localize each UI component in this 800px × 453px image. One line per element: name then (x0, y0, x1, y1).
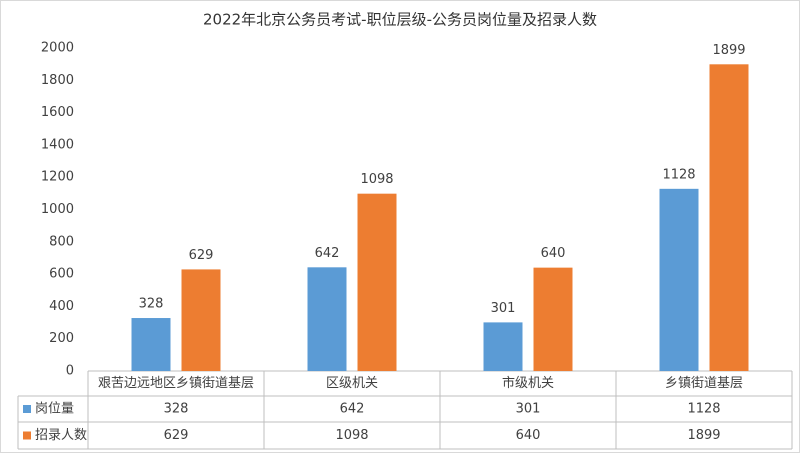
table-value: 1098 (335, 428, 368, 443)
data-label: 1128 (662, 167, 695, 182)
bar (483, 322, 523, 371)
table-value: 1128 (687, 402, 720, 417)
data-label: 1899 (712, 43, 745, 58)
data-label: 1098 (360, 172, 393, 187)
y-tick-label: 1200 (41, 170, 74, 185)
table-value: 301 (516, 402, 541, 417)
table-value: 640 (516, 428, 541, 443)
bar (307, 267, 347, 371)
legend-label: 岗位量 (35, 402, 74, 417)
bar (709, 64, 749, 372)
bar (533, 267, 573, 371)
y-tick-label: 1600 (41, 105, 74, 120)
y-tick-label: 1400 (41, 137, 74, 152)
bar (357, 193, 397, 371)
data-label: 642 (315, 246, 340, 261)
category-label: 区级机关 (326, 376, 378, 391)
legend-swatch (23, 405, 31, 413)
category-label: 乡镇街道基层 (665, 376, 743, 391)
data-label: 301 (491, 301, 516, 316)
y-tick-label: 800 (49, 234, 74, 249)
bar (181, 269, 221, 371)
y-tick-label: 400 (49, 299, 74, 314)
data-label: 640 (541, 246, 566, 261)
y-tick-label: 1800 (41, 73, 74, 88)
table-value: 328 (164, 402, 189, 417)
y-tick-label: 200 (49, 331, 74, 346)
chart-title: 2022年北京公务员考试-职位层级-公务员岗位量及招录人数 (203, 11, 597, 29)
legend-swatch (23, 431, 31, 440)
table-value: 1899 (687, 428, 720, 443)
table-value: 642 (340, 402, 365, 417)
data-label: 328 (139, 297, 164, 312)
category-label: 市级机关 (502, 375, 554, 391)
y-tick-label: 2000 (41, 41, 74, 56)
y-tick-label: 600 (49, 267, 74, 282)
category-label: 艰苦边远地区乡镇街道基层 (98, 375, 254, 391)
data-label: 629 (189, 248, 214, 263)
table-value: 629 (164, 428, 189, 443)
y-tick-label: 0 (66, 364, 74, 379)
y-tick-label: 1000 (41, 202, 74, 217)
legend-label: 招录人数 (35, 428, 87, 443)
bar (131, 318, 171, 371)
bar (659, 188, 699, 371)
